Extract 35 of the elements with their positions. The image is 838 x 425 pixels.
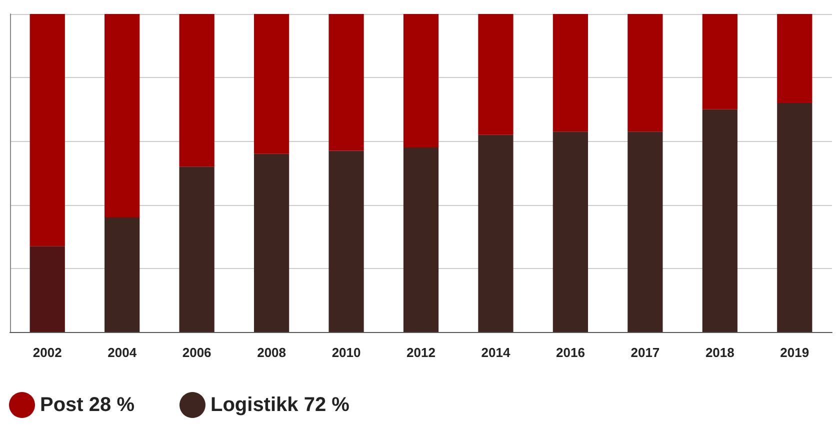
legend-label: Logistikk 72 % (210, 394, 350, 416)
bar (552, 132, 588, 332)
bar (478, 134, 514, 332)
bar (777, 14, 812, 104)
x-tick-label: 2008 (257, 345, 286, 360)
x-tick-label: 2006 (182, 345, 212, 360)
x-tick-label: 2004 (108, 345, 138, 360)
x-tick-label: 2010 (332, 345, 361, 360)
x-tick-label: 2016 (556, 345, 585, 360)
bar (104, 218, 140, 332)
bar (30, 14, 65, 246)
bar (702, 14, 738, 110)
bar (702, 109, 738, 332)
bar (328, 150, 364, 332)
bar (777, 103, 812, 332)
x-tick-label: 2014 (481, 345, 511, 360)
bar (403, 148, 439, 332)
bar (328, 14, 364, 151)
bar (179, 14, 214, 167)
x-tick-label: 2012 (406, 345, 436, 360)
legend-label: Post 28 % (40, 394, 135, 416)
bar (552, 14, 588, 132)
bar (478, 14, 514, 135)
bar (254, 154, 290, 332)
bar (628, 14, 663, 132)
bar (179, 166, 214, 332)
x-tick-label: 2018 (705, 345, 734, 360)
bar (104, 14, 140, 218)
bar (628, 132, 663, 332)
x-tick-label: 2017 (630, 345, 660, 360)
bar (30, 246, 65, 332)
x-tick-label: 2002 (32, 345, 62, 360)
x-tick-label: 2019 (780, 345, 810, 360)
bar (254, 14, 290, 154)
bar (403, 14, 439, 148)
